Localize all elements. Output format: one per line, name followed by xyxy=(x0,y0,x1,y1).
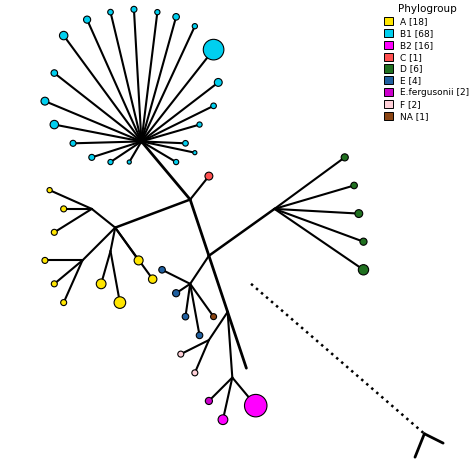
Circle shape xyxy=(127,160,131,164)
Circle shape xyxy=(70,140,76,146)
Circle shape xyxy=(89,155,95,160)
Circle shape xyxy=(341,154,348,161)
Circle shape xyxy=(159,266,165,273)
Circle shape xyxy=(210,314,217,319)
Circle shape xyxy=(148,275,157,283)
Circle shape xyxy=(139,139,144,144)
Circle shape xyxy=(193,151,197,155)
Circle shape xyxy=(355,210,363,218)
Circle shape xyxy=(196,332,203,338)
Circle shape xyxy=(205,397,212,404)
Circle shape xyxy=(42,257,48,264)
Circle shape xyxy=(108,159,113,164)
Circle shape xyxy=(83,16,91,23)
Circle shape xyxy=(108,9,113,15)
Circle shape xyxy=(358,264,369,275)
Circle shape xyxy=(192,24,198,29)
Circle shape xyxy=(131,6,137,12)
Circle shape xyxy=(155,9,160,15)
Circle shape xyxy=(61,206,67,212)
Circle shape xyxy=(218,415,228,425)
Circle shape xyxy=(351,182,357,189)
Circle shape xyxy=(47,188,52,193)
Circle shape xyxy=(360,238,367,245)
Circle shape xyxy=(51,70,57,76)
Circle shape xyxy=(197,122,202,127)
Circle shape xyxy=(245,394,267,417)
Circle shape xyxy=(114,297,126,309)
Circle shape xyxy=(50,120,58,129)
Circle shape xyxy=(178,351,184,357)
Circle shape xyxy=(203,39,224,60)
Circle shape xyxy=(61,300,67,306)
Circle shape xyxy=(192,370,198,376)
Circle shape xyxy=(214,79,222,86)
Circle shape xyxy=(173,14,179,20)
Circle shape xyxy=(173,290,180,297)
Legend: A [18], B1 [68], B2 [16], C [1], D [6], E [4], E.fergusonii [2], F [2], NA [1]: A [18], B1 [68], B2 [16], C [1], D [6], … xyxy=(383,3,471,123)
Circle shape xyxy=(51,281,57,287)
Circle shape xyxy=(211,103,217,109)
Circle shape xyxy=(182,140,188,146)
Circle shape xyxy=(134,256,143,265)
Circle shape xyxy=(182,313,189,320)
Circle shape xyxy=(59,31,68,40)
Circle shape xyxy=(41,97,49,105)
Circle shape xyxy=(96,279,106,289)
Circle shape xyxy=(51,229,57,235)
Circle shape xyxy=(173,159,179,164)
Circle shape xyxy=(205,172,213,180)
